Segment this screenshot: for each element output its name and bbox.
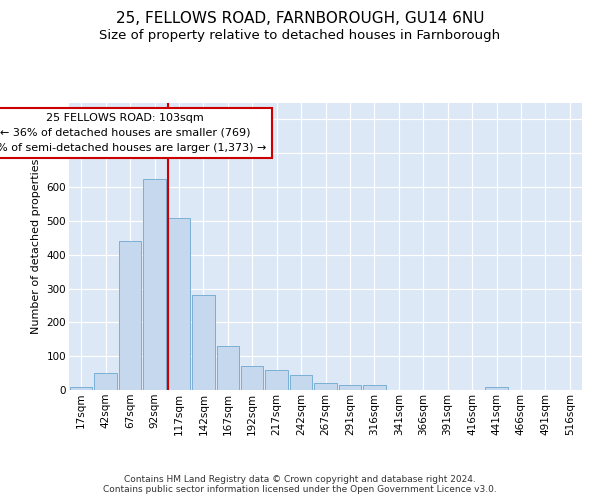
Bar [70, 388, 92, 390]
Text: 25 FELLOWS ROAD: 103sqm
← 36% of detached houses are smaller (769)
64% of semi-d: 25 FELLOWS ROAD: 103sqm ← 36% of detache… [0, 113, 267, 152]
Bar [94, 373, 117, 390]
Bar [338, 385, 361, 390]
Bar [217, 346, 239, 390]
Bar [119, 241, 142, 390]
Text: Size of property relative to detached houses in Farnborough: Size of property relative to detached ho… [100, 29, 500, 42]
Y-axis label: Number of detached properties: Number of detached properties [31, 158, 41, 334]
Bar [363, 385, 386, 390]
Bar [290, 375, 313, 390]
Bar [192, 296, 215, 390]
Bar [265, 370, 288, 390]
Bar [167, 218, 190, 390]
Text: Contains HM Land Registry data © Crown copyright and database right 2024.
Contai: Contains HM Land Registry data © Crown c… [103, 474, 497, 494]
Bar [143, 178, 166, 390]
Bar [314, 383, 337, 390]
Bar [241, 366, 263, 390]
Bar [485, 388, 508, 390]
Text: 25, FELLOWS ROAD, FARNBOROUGH, GU14 6NU: 25, FELLOWS ROAD, FARNBOROUGH, GU14 6NU [116, 11, 484, 26]
